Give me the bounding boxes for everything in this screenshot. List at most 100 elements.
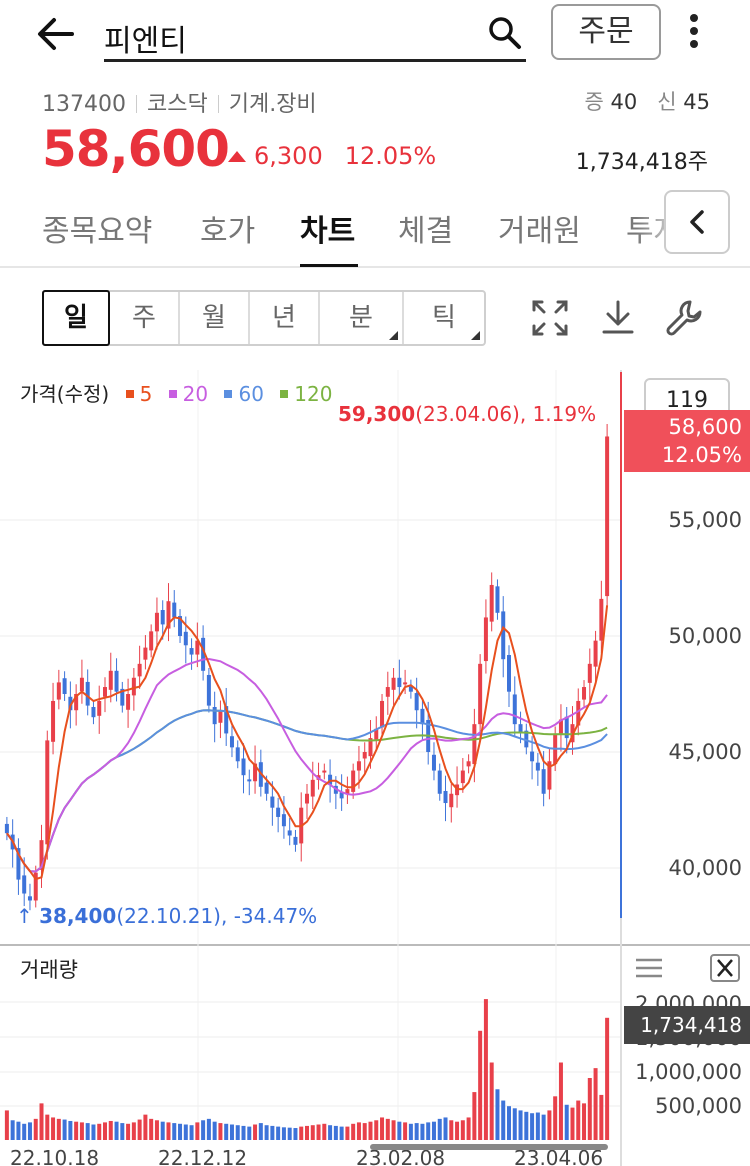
- period-day[interactable]: 일: [42, 290, 110, 346]
- period-tick[interactable]: 틱: [404, 292, 484, 344]
- candle-body: [120, 688, 125, 706]
- candle-body: [114, 670, 119, 692]
- candle-body: [443, 790, 448, 804]
- back-arrow-icon[interactable]: [34, 12, 78, 56]
- candle-body: [403, 682, 408, 685]
- volume-bar: [351, 1123, 356, 1140]
- tab-scroll-left-button[interactable]: [664, 190, 730, 254]
- volume-bar: [183, 1124, 188, 1140]
- candle-body: [16, 848, 21, 880]
- candle-body: [253, 763, 258, 782]
- volume-bar: [547, 1110, 552, 1140]
- candle-body: [507, 655, 511, 692]
- volume-bar: [143, 1114, 148, 1140]
- period-year[interactable]: 년: [250, 292, 320, 344]
- candle-body: [339, 792, 344, 799]
- wrench-icon[interactable]: [664, 298, 704, 338]
- order-button[interactable]: 주문: [551, 4, 661, 60]
- candle-body: [287, 830, 292, 836]
- margin-credit-info: 증 40 신 45: [584, 86, 710, 116]
- candle-body: [512, 694, 517, 725]
- ma20-line: [6, 657, 608, 873]
- candle-body: [33, 872, 38, 901]
- candle-body: [541, 769, 546, 794]
- search-icon[interactable]: [486, 14, 524, 52]
- volume-tick-label: 1,000,000: [635, 1060, 742, 1084]
- price-chart[interactable]: [0, 368, 750, 1166]
- volume-bar: [10, 1120, 15, 1140]
- period-high-annotation: 59,300(23.04.06), 1.19%: [338, 402, 596, 426]
- volume-bar: [605, 1017, 610, 1140]
- x-tick-label: 22.12.12: [158, 1146, 248, 1166]
- tab-orderbook[interactable]: 호가: [200, 214, 256, 249]
- period-tick-label: 틱: [432, 303, 456, 333]
- period-selector: 일 주 월 년 분 틱: [42, 290, 486, 346]
- period-week[interactable]: 주: [110, 292, 180, 344]
- candle-body: [241, 758, 246, 776]
- tab-trades[interactable]: 체결: [398, 214, 454, 249]
- tab-chart[interactable]: 차트: [300, 214, 356, 249]
- more-menu-icon[interactable]: [688, 12, 700, 52]
- volume-bar: [310, 1125, 315, 1140]
- candle-body: [229, 736, 234, 748]
- candle-body: [558, 719, 563, 734]
- volume-bar: [576, 1100, 581, 1140]
- tab-brokers[interactable]: 거래원: [498, 214, 581, 249]
- period-month[interactable]: 월: [180, 292, 250, 344]
- candle-body: [501, 611, 506, 660]
- candle-body: [431, 754, 436, 771]
- volume-bar: [408, 1123, 413, 1140]
- change-percent: 12.05%: [344, 142, 437, 170]
- volume-bar: [391, 1120, 396, 1140]
- candle-body: [535, 762, 540, 771]
- candle-body: [276, 807, 281, 817]
- menu-lines-icon[interactable]: [634, 954, 664, 982]
- volume-bar: [74, 1121, 79, 1140]
- volume-bar: [258, 1123, 263, 1140]
- active-tab-indicator: [300, 264, 358, 267]
- volume-bar: [247, 1126, 252, 1140]
- candle-body: [472, 724, 477, 765]
- close-icon[interactable]: [710, 954, 740, 982]
- candle-body: [68, 696, 73, 711]
- volume-bar: [224, 1123, 229, 1140]
- volume-bar: [131, 1122, 136, 1140]
- candle-body: [368, 738, 373, 757]
- change-amount: 6,300: [254, 142, 323, 170]
- download-icon[interactable]: [598, 298, 638, 338]
- stock-sector: 기계.장비: [228, 92, 317, 117]
- volume-bar: [558, 1062, 563, 1140]
- candle-body: [108, 670, 113, 690]
- expand-icon[interactable]: [530, 298, 570, 338]
- candle-body: [51, 700, 56, 742]
- volume-bar: [316, 1124, 321, 1140]
- candle-body: [178, 616, 183, 636]
- volume-bar: [114, 1121, 119, 1140]
- volume-bar: [518, 1110, 523, 1140]
- candle-body: [172, 602, 177, 618]
- search-input[interactable]: 피엔티: [104, 6, 526, 62]
- candle-body: [206, 674, 211, 706]
- period-minute[interactable]: 분: [320, 292, 404, 344]
- volume-bar: [356, 1122, 361, 1140]
- tab-summary[interactable]: 종목요약: [42, 214, 153, 249]
- volume-bar: [103, 1122, 107, 1140]
- candle-body: [483, 617, 488, 662]
- price-tag-value: 58,600: [668, 415, 742, 439]
- candle-body: [160, 610, 165, 625]
- volume-bar: [455, 1121, 460, 1140]
- candle-body: [599, 598, 604, 641]
- volume-bar: [172, 1123, 177, 1140]
- chart-scrollbar[interactable]: [370, 1144, 608, 1150]
- candle-body: [22, 875, 27, 894]
- candle-body: [345, 789, 350, 795]
- margin-value: 40: [610, 90, 638, 114]
- volume-bar: [97, 1123, 102, 1140]
- volume-bar: [553, 1096, 558, 1140]
- volume-bar: [16, 1121, 21, 1140]
- y-tick-label: 45,000: [668, 740, 742, 764]
- stock-meta: 137400 코스닥 기계.장비: [42, 86, 317, 118]
- chart-area[interactable]: [0, 368, 750, 1166]
- candle-body: [39, 840, 44, 870]
- volume-bar: [449, 1120, 454, 1140]
